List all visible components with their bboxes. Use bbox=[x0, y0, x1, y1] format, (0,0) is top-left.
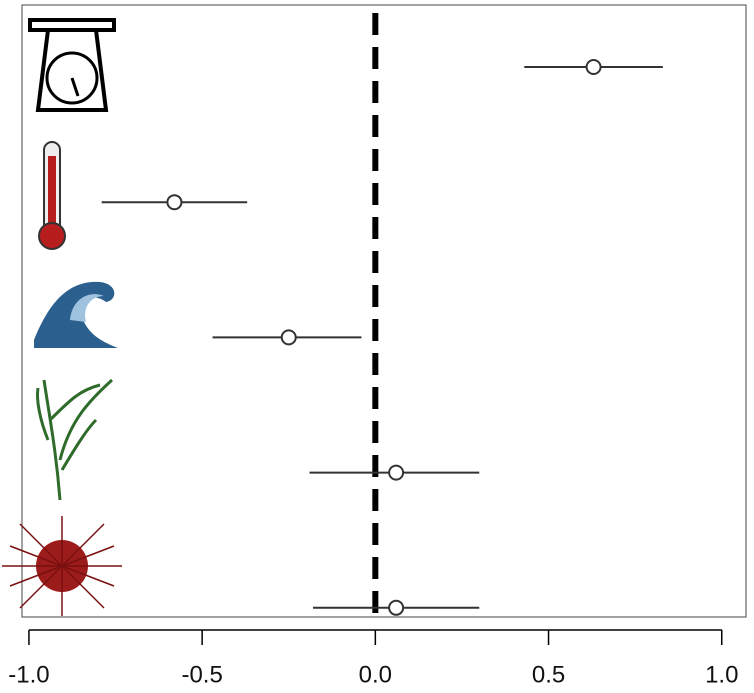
scale-icon bbox=[28, 18, 116, 112]
kelp-icon bbox=[36, 378, 114, 501]
x-tick-label: 0.5 bbox=[532, 661, 565, 688]
point-estimate bbox=[280, 329, 297, 346]
x-tick-label: -0.5 bbox=[181, 661, 222, 688]
point-estimate bbox=[585, 59, 602, 75]
urchin-icon bbox=[2, 516, 122, 616]
point-estimate bbox=[388, 464, 405, 481]
x-tick-label: -1.0 bbox=[8, 661, 49, 688]
wave-icon bbox=[34, 281, 118, 348]
point-estimate bbox=[166, 194, 183, 211]
point-estimate bbox=[388, 599, 405, 616]
x-tick-label: 0.0 bbox=[359, 661, 392, 688]
plot-frame bbox=[21, 4, 747, 618]
x-tick-label: 1.0 bbox=[705, 661, 738, 688]
thermometer-icon bbox=[38, 141, 66, 250]
